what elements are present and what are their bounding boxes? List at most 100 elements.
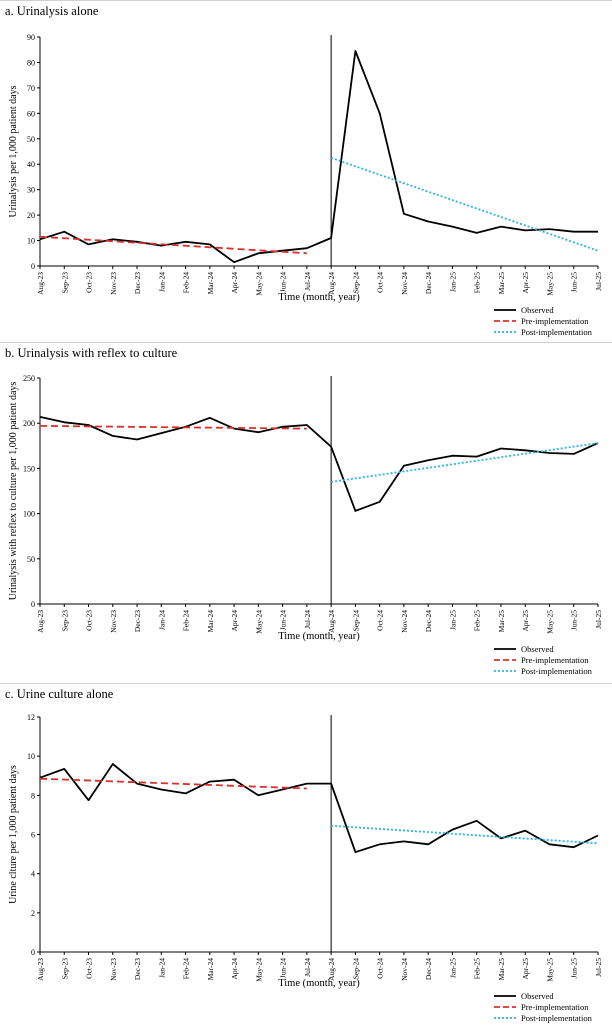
- x-tick-label: Apr-24: [230, 610, 239, 632]
- x-tick-label: Jul-25: [594, 272, 603, 291]
- y-tick-label: 50: [27, 555, 35, 564]
- x-tick-label: Jun-25: [570, 958, 579, 979]
- x-tick-label: Jun-24: [279, 272, 288, 293]
- y-tick-label: 250: [23, 374, 35, 383]
- x-tick-label: Nov-23: [109, 272, 118, 295]
- y-tick-label: 50: [27, 135, 35, 144]
- x-tick-label: May-25: [545, 958, 554, 982]
- x-tick-label: Dec-24: [424, 610, 433, 632]
- y-tick-label: 2: [31, 909, 35, 918]
- legend-label: Pre-implementation: [521, 655, 589, 665]
- x-tick-label: Mar-25: [497, 272, 506, 295]
- y-axis-label: Urine clture per 1,000 patient days: [8, 765, 19, 904]
- x-tick-label: Oct-23: [85, 272, 94, 293]
- x-tick-label: Sep-23: [60, 610, 69, 631]
- x-tick-label: Feb-24: [182, 610, 191, 631]
- x-tick-label: Apr-24: [230, 272, 239, 294]
- y-tick-label: 0: [31, 262, 35, 271]
- trend-line-post: [331, 442, 599, 483]
- x-tick-label: Dec-23: [133, 610, 142, 632]
- x-tick-label: Apr-25: [521, 610, 530, 632]
- x-tick-label: May-24: [254, 272, 263, 296]
- x-tick-label: Sep-23: [60, 272, 69, 293]
- trend-line-pre: [39, 777, 307, 790]
- y-tick-label: 10: [27, 237, 35, 246]
- y-tick-label: 40: [27, 160, 35, 169]
- y-tick-label: 4: [31, 870, 35, 879]
- x-axis-label: Time (month, year): [278, 292, 360, 303]
- y-tick-label: 30: [27, 186, 35, 195]
- chart-title: b. Urinalysis with reflex to culture: [5, 346, 178, 360]
- trend-line-post: [330, 157, 599, 252]
- x-tick-label: Feb-24: [182, 272, 191, 293]
- x-tick-label: Feb-25: [473, 610, 482, 631]
- chart-title: a. Urinalysis alone: [5, 4, 99, 18]
- chart-title: c. Urine culture alone: [5, 687, 114, 701]
- x-tick-label: Jul-25: [594, 958, 603, 977]
- x-tick-label: Mar-25: [497, 610, 506, 633]
- x-tick-label: Oct-24: [376, 958, 385, 979]
- x-tick-label: Mar-24: [206, 610, 215, 633]
- legend-label: Observed: [521, 644, 554, 654]
- x-tick-label: May-25: [545, 610, 554, 634]
- x-tick-label: Jul-24: [303, 272, 312, 291]
- x-tick-label: Jun-24: [279, 610, 288, 631]
- x-tick-label: Nov-24: [400, 958, 409, 981]
- x-axis-label: Time (month, year): [278, 978, 360, 989]
- x-tick-label: Feb-25: [473, 272, 482, 293]
- x-tick-label: Sep-24: [351, 958, 360, 979]
- x-tick-label: Aug-23: [36, 958, 45, 981]
- x-tick-label: Aug-24: [327, 610, 336, 633]
- x-tick-label: Jul-25: [594, 610, 603, 629]
- x-tick-label: Jan-25: [448, 958, 457, 978]
- y-tick-label: 12: [27, 713, 35, 722]
- x-tick-label: Jun-25: [570, 272, 579, 293]
- x-tick-label: Sep-24: [351, 272, 360, 293]
- legend-label: Post-implementation: [521, 1013, 593, 1023]
- y-tick-label: 8: [31, 791, 35, 800]
- chart-svg-a: 0 10 20 30 40 50 60 70 80 90 Aug-23 Sep-23 Oct-23 Nov…: [8, 33, 603, 337]
- x-tick-label: Nov-23: [109, 958, 118, 981]
- y-axis-label: Urinalysis with reflex to culture per 1,…: [8, 382, 19, 601]
- y-tick-label: 10: [27, 752, 35, 761]
- x-tick-label: Jan-24: [157, 272, 166, 292]
- legend-label: Post-implementation: [521, 666, 593, 676]
- chart-svg-b: 0 50 100 150 200 250 Aug-23 Sep-23 Oct-23 Nov-23 D…: [8, 374, 603, 676]
- panel-c: c. Urine culture alone 0 2 4 6 8 10 12 Aug-23 Se…: [0, 683, 612, 1024]
- panel-b: b. Urinalysis with reflex to culture 0 50…: [0, 342, 612, 683]
- x-tick-label: Dec-24: [424, 272, 433, 294]
- y-tick-label: 20: [27, 211, 35, 220]
- x-tick-label: Oct-23: [85, 610, 94, 631]
- x-tick-label: May-24: [254, 958, 263, 982]
- x-tick-label: Dec-23: [133, 272, 142, 294]
- y-tick-label: 80: [27, 58, 35, 67]
- x-tick-label: Aug-23: [36, 610, 45, 633]
- x-tick-label: Jul-24: [303, 958, 312, 977]
- legend-label: Observed: [521, 991, 554, 1001]
- y-tick-label: 0: [31, 600, 35, 609]
- x-tick-label: Aug-24: [327, 958, 336, 981]
- x-tick-label: Nov-24: [400, 272, 409, 295]
- x-tick-label: Feb-25: [473, 958, 482, 979]
- legend-label: Pre-implementation: [521, 316, 589, 326]
- x-tick-label: Nov-23: [109, 610, 118, 633]
- x-tick-label: Jan-25: [448, 272, 457, 292]
- legend-label: Post-implementation: [521, 327, 593, 337]
- x-tick-label: Nov-24: [400, 610, 409, 633]
- legend-label: Pre-implementation: [521, 1002, 589, 1012]
- x-tick-label: Mar-25: [497, 958, 506, 981]
- x-tick-label: Jun-24: [279, 958, 288, 979]
- x-tick-label: Feb-24: [182, 958, 191, 979]
- x-tick-label: Dec-24: [424, 958, 433, 980]
- x-tick-label: May-25: [545, 272, 554, 296]
- series-line-observed: [39, 763, 599, 854]
- x-tick-label: Apr-25: [521, 272, 530, 294]
- y-tick-label: 90: [27, 33, 35, 42]
- x-tick-label: May-24: [254, 610, 263, 634]
- y-tick-label: 150: [23, 464, 35, 473]
- x-tick-label: Sep-23: [60, 958, 69, 979]
- x-tick-label: Mar-24: [206, 272, 215, 295]
- y-tick-label: 60: [27, 109, 35, 118]
- y-tick-label: 100: [23, 510, 35, 519]
- y-tick-label: 6: [31, 831, 35, 840]
